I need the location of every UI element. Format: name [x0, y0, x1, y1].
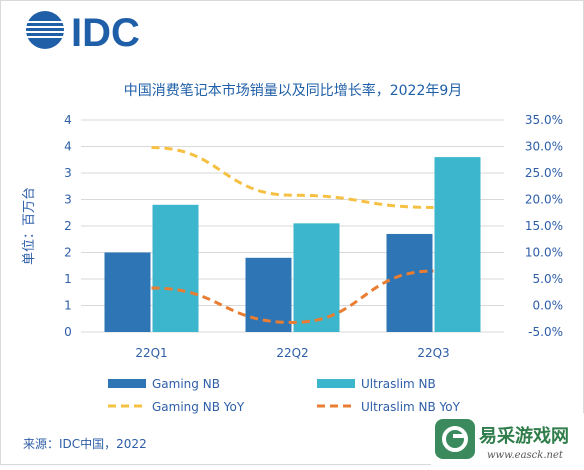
- y-tick-label: 0: [64, 325, 72, 339]
- y2-tick-label: 5.0%: [533, 272, 564, 286]
- x-tick-label: 22Q1: [135, 346, 167, 360]
- legend-label: Ultraslim NB YoY: [361, 400, 461, 414]
- y-tick-label: 4: [64, 113, 72, 127]
- gaming-nb-bar: [105, 253, 151, 333]
- legend-item: Ultraslim NB: [317, 377, 436, 391]
- legend-item: Gaming NB: [108, 377, 220, 391]
- legend-label: Gaming NB: [152, 377, 220, 391]
- y-tick-label: 3: [64, 193, 72, 207]
- watermark-logo-icon: [435, 419, 475, 459]
- y-tick-label: 3: [64, 166, 72, 180]
- idc-logo: IDC: [26, 11, 140, 55]
- legend-label: Gaming NB YoY: [152, 400, 245, 414]
- gaming-nb-yoy-line: [152, 148, 434, 208]
- legend-label: Ultraslim NB: [361, 377, 436, 391]
- globe-icon: [26, 11, 64, 49]
- gaming-nb-bar: [387, 234, 433, 332]
- y-tick-label: 2: [64, 219, 72, 233]
- logo-text: IDC: [71, 11, 140, 55]
- y2-tick-label: -5.0%: [528, 325, 563, 339]
- ultraslim-nb-bar: [153, 205, 199, 332]
- y2-tick-label: 10.0%: [525, 246, 563, 260]
- x-tick-label: 22Q3: [417, 346, 449, 360]
- watermark: 易采游戏网 www.easck.net: [431, 413, 584, 466]
- y2-tick-label: 25.0%: [525, 166, 563, 180]
- y-tick-label: 2: [64, 246, 72, 260]
- legend-swatch: [317, 379, 355, 388]
- y2-tick-label: 30.0%: [525, 140, 563, 154]
- x-tick-label: 22Q2: [276, 346, 308, 360]
- ultraslim-nb-bar: [435, 157, 481, 332]
- y-tick-label: 1: [64, 272, 72, 286]
- watermark-url: www.easck.net: [487, 450, 564, 461]
- chart-title: 中国消费笔记本市场销量以及同比增长率，2022年9月: [124, 82, 463, 99]
- y2-tick-label: 15.0%: [525, 219, 563, 233]
- source-note: 来源：IDC中国，2022: [23, 436, 147, 451]
- legend-swatch: [108, 379, 146, 388]
- y-tick-label: 1: [64, 299, 72, 313]
- y-axis-label: 单位：百万台: [22, 187, 37, 265]
- y2-tick-label: 35.0%: [525, 113, 563, 127]
- legend-item: Ultraslim NB YoY: [317, 400, 461, 414]
- watermark-text: 易采游戏网: [479, 425, 569, 447]
- y-tick-label: 4: [64, 140, 72, 154]
- y2-tick-label: 20.0%: [525, 193, 563, 207]
- y2-tick-label: 0.0%: [533, 299, 564, 313]
- legend-item: Gaming NB YoY: [108, 400, 245, 414]
